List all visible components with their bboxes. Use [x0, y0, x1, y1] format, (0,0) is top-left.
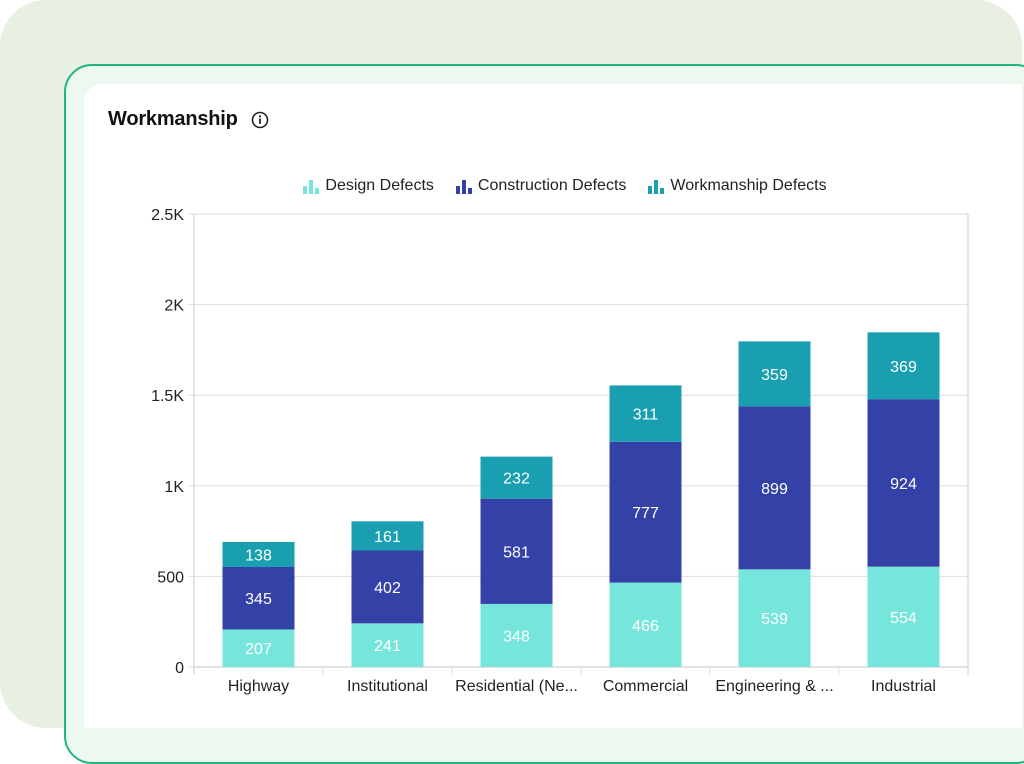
bar-data-label: 161: [374, 529, 401, 546]
bar-data-label: 924: [890, 476, 917, 493]
bar-segment[interactable]: [867, 332, 940, 400]
legend-label: Construction Defects: [477, 177, 627, 194]
bar-segment[interactable]: [738, 569, 811, 667]
info-icon[interactable]: [251, 111, 269, 129]
bar-data-label: 345: [245, 591, 272, 608]
y-tick-label: 2K: [164, 298, 184, 315]
chart-legend: Design Defects Construction Defects Workma…: [0, 177, 1024, 195]
bar-segment[interactable]: [222, 541, 295, 567]
x-tick-label: Commercial: [603, 678, 688, 695]
bar-data-label: 777: [632, 505, 659, 522]
bar-data-label: 466: [632, 618, 659, 635]
bar-segment[interactable]: [738, 406, 811, 570]
y-tick-label: 1.5K: [151, 388, 184, 405]
x-tick-label: Industrial: [871, 678, 936, 695]
bar-segment[interactable]: [609, 385, 682, 442]
bar-data-label: 348: [503, 628, 530, 645]
bar-segment[interactable]: [480, 603, 553, 667]
y-tick-label: 0: [175, 660, 184, 677]
bar-chart-icon: [303, 178, 320, 194]
bar-segment[interactable]: [867, 566, 940, 667]
bar-segment[interactable]: [222, 629, 295, 667]
stacked-bar-chart: 0 500 1K 1.5K 2K 2.5K Highway Institutional Resi…: [151, 207, 969, 695]
bar-data-label: 581: [503, 544, 530, 561]
bar-segment[interactable]: [867, 399, 940, 567]
bar-segment[interactable]: [609, 441, 682, 583]
bar-data-label: 402: [374, 580, 401, 597]
legend-item-workmanship-defects[interactable]: Workmanship Defects: [648, 177, 827, 195]
y-tick-label: 500: [157, 569, 184, 586]
bar-data-label: 241: [374, 638, 401, 655]
bar-data-label: 311: [633, 407, 659, 424]
bar-data-label: 899: [761, 481, 788, 498]
legend-item-design-defects[interactable]: Design Defects: [303, 177, 434, 195]
bar-segment[interactable]: [480, 498, 553, 604]
x-tick-label: Institutional: [347, 678, 428, 695]
bar-data-label: 207: [245, 641, 272, 658]
legend-label: Design Defects: [325, 177, 434, 194]
bar-segment[interactable]: [609, 582, 682, 667]
bar-data-label: 539: [761, 611, 788, 628]
bar-segment[interactable]: [480, 456, 553, 499]
legend-label: Workmanship Defects: [670, 177, 827, 194]
legend-item-construction-defects[interactable]: Construction Defects: [455, 177, 627, 195]
bar-chart-icon: [648, 178, 665, 194]
bar-data-label: 369: [890, 359, 917, 376]
bar-data-label: 138: [245, 547, 272, 564]
bar-segment[interactable]: [351, 623, 424, 667]
bar-segment[interactable]: [351, 550, 424, 624]
y-tick-label: 1K: [164, 479, 184, 496]
bar-chart-icon: [455, 178, 472, 194]
bar-data-label: 232: [503, 471, 530, 488]
card-title: Workmanship: [108, 108, 238, 130]
x-tick-label: Residential (Ne...: [455, 678, 578, 695]
y-tick-label: 2.5K: [151, 207, 184, 224]
x-tick-label: Engineering & ...: [715, 678, 833, 695]
bar-segment[interactable]: [738, 341, 811, 407]
bar-segment[interactable]: [222, 566, 295, 630]
bar-segment[interactable]: [351, 521, 424, 551]
x-tick-label: Highway: [228, 678, 289, 695]
bar-data-label: 359: [761, 367, 788, 384]
bar-data-label: 554: [890, 610, 917, 627]
